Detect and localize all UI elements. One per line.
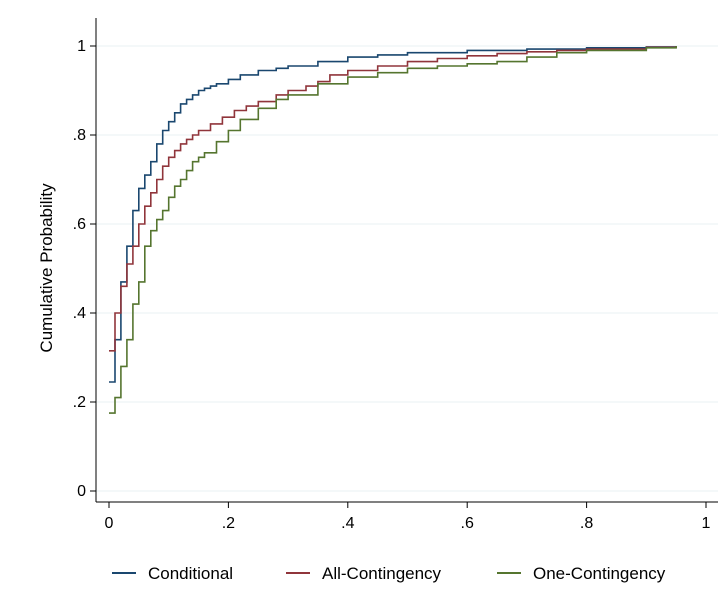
grid-lines xyxy=(96,45,718,492)
legend-label-one-contingency: One-Contingency xyxy=(533,564,666,583)
series-lines xyxy=(109,46,677,414)
series-line-one-contingency xyxy=(109,46,677,414)
y-tick-label-3: .6 xyxy=(73,216,86,233)
x-tick-label-0: 0 xyxy=(105,515,114,532)
legend: Conditional All-Contingency One-Contingenc… xyxy=(112,564,666,583)
legend-label-all-contingency: All-Contingency xyxy=(322,564,442,583)
axes: 0 .2 .4 .6 .8 1 0 .2 .4 .6 .8 1 xyxy=(73,18,718,532)
y-axis-title: Cumulative Probability xyxy=(37,183,56,353)
y-tick-label-0: 0 xyxy=(77,483,86,500)
x-tick-label-5: 1 xyxy=(702,515,711,532)
x-tick-label-2: .4 xyxy=(341,515,354,532)
x-tick-label-4: .8 xyxy=(580,515,593,532)
legend-label-conditional: Conditional xyxy=(148,564,233,583)
x-tick-label-3: .6 xyxy=(461,515,474,532)
y-tick-label-1: .2 xyxy=(73,394,86,411)
y-tick-label-5: 1 xyxy=(77,38,86,55)
y-tick-label-4: .8 xyxy=(73,127,86,144)
x-tick-label-1: .2 xyxy=(222,515,235,532)
series-line-conditional xyxy=(109,46,677,383)
y-tick-label-2: .4 xyxy=(73,305,86,322)
series-line-all-contingency xyxy=(109,46,677,352)
